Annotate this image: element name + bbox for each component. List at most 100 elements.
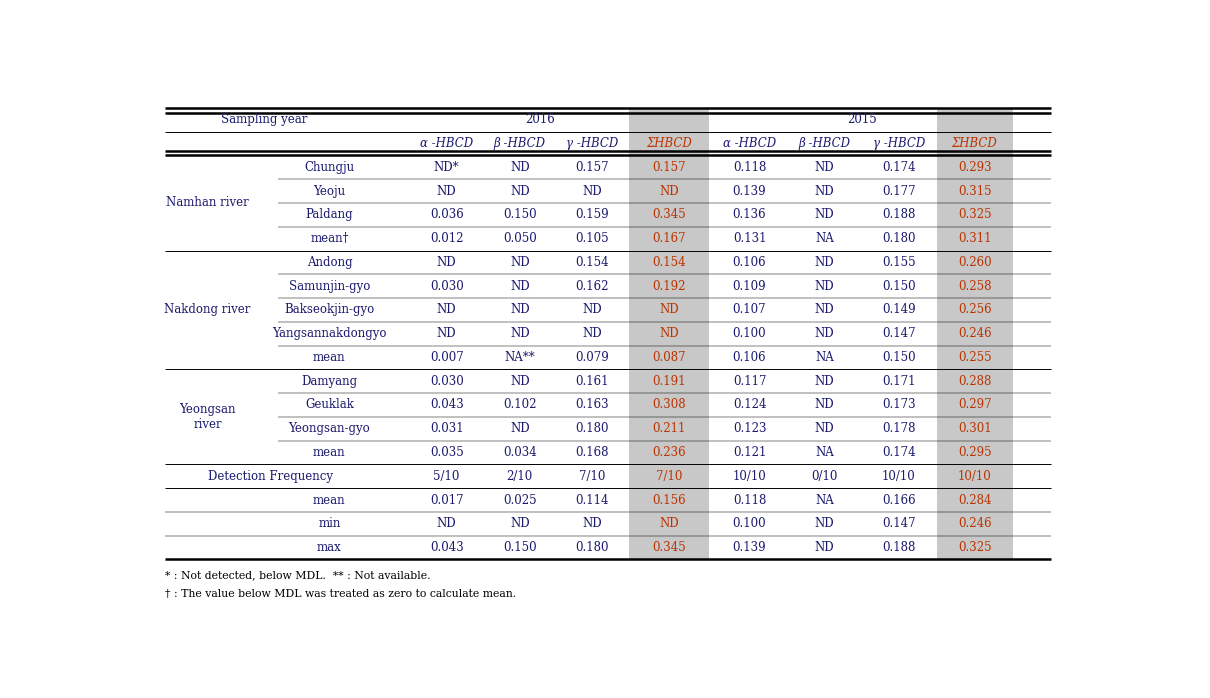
Text: ND: ND [659, 184, 679, 198]
Text: ND: ND [509, 304, 530, 316]
Text: 0.034: 0.034 [503, 446, 537, 459]
Text: max: max [317, 541, 341, 554]
Text: 2015: 2015 [847, 113, 877, 126]
Text: 0.121: 0.121 [733, 446, 766, 459]
Text: 0.177: 0.177 [882, 184, 916, 198]
Text: ND: ND [509, 280, 530, 292]
Text: β -HBCD: β -HBCD [799, 137, 851, 150]
Text: 0.035: 0.035 [430, 446, 463, 459]
Text: ND: ND [509, 327, 530, 340]
Text: Samunjin-gyo: Samunjin-gyo [289, 280, 370, 292]
Text: ND: ND [659, 517, 679, 530]
Text: 0.255: 0.255 [958, 351, 991, 364]
Text: 0.173: 0.173 [882, 399, 916, 411]
Text: Geuklak: Geuklak [305, 399, 353, 411]
Text: mean: mean [313, 493, 346, 507]
Text: 0.295: 0.295 [958, 446, 991, 459]
Text: 0.162: 0.162 [575, 280, 609, 292]
Text: ND: ND [659, 304, 679, 316]
Text: 0.345: 0.345 [652, 541, 686, 554]
Text: 0.246: 0.246 [958, 517, 991, 530]
Text: ND: ND [659, 327, 679, 340]
Text: 0.087: 0.087 [652, 351, 686, 364]
Text: 0.109: 0.109 [733, 280, 766, 292]
Text: 0.150: 0.150 [882, 280, 916, 292]
Text: 0.043: 0.043 [430, 541, 463, 554]
Text: 0.114: 0.114 [575, 493, 609, 507]
Text: 0.136: 0.136 [733, 209, 766, 221]
Text: NA: NA [816, 351, 834, 364]
Text: ND: ND [814, 541, 835, 554]
Text: 0.107: 0.107 [733, 304, 766, 316]
Text: ND: ND [509, 161, 530, 174]
Text: 0.131: 0.131 [733, 232, 766, 245]
Text: 0.288: 0.288 [958, 375, 991, 387]
Text: ND: ND [509, 375, 530, 387]
Text: 10/10: 10/10 [733, 470, 766, 483]
Text: 7/10: 7/10 [656, 470, 682, 483]
Text: 7/10: 7/10 [578, 470, 605, 483]
Text: 0.007: 0.007 [430, 351, 463, 364]
Text: ND: ND [814, 327, 835, 340]
Text: mean†: mean† [310, 232, 348, 245]
Text: 0.100: 0.100 [733, 327, 766, 340]
Text: ND: ND [509, 256, 530, 269]
Text: NA: NA [816, 493, 834, 507]
Text: 0.167: 0.167 [652, 232, 686, 245]
Text: 0.150: 0.150 [503, 209, 536, 221]
Text: 0.139: 0.139 [733, 541, 766, 554]
Text: Sampling year: Sampling year [220, 113, 307, 126]
Bar [628, 108, 709, 559]
Text: Yangsannakdongyo: Yangsannakdongyo [272, 327, 387, 340]
Text: 0.147: 0.147 [882, 517, 916, 530]
Text: ND: ND [437, 517, 456, 530]
Text: ND: ND [509, 517, 530, 530]
Text: 0.166: 0.166 [882, 493, 916, 507]
Text: 0.079: 0.079 [575, 351, 609, 364]
Text: 0.139: 0.139 [733, 184, 766, 198]
Text: 0.156: 0.156 [652, 493, 686, 507]
Text: 0.050: 0.050 [503, 232, 537, 245]
Text: min: min [318, 517, 340, 530]
Text: 0.036: 0.036 [430, 209, 463, 221]
Text: 0.171: 0.171 [882, 375, 916, 387]
Text: ND: ND [814, 184, 835, 198]
Text: ND: ND [814, 209, 835, 221]
Text: 0.211: 0.211 [652, 422, 686, 436]
Text: 0.301: 0.301 [958, 422, 991, 436]
Text: 0.236: 0.236 [652, 446, 686, 459]
Text: 0.246: 0.246 [958, 327, 991, 340]
Text: ND: ND [814, 280, 835, 292]
Text: 0.293: 0.293 [958, 161, 991, 174]
Text: 0.030: 0.030 [430, 280, 463, 292]
Text: 0.124: 0.124 [733, 399, 766, 411]
Text: 0.180: 0.180 [575, 541, 609, 554]
Text: ND: ND [582, 184, 601, 198]
Text: 0.106: 0.106 [733, 351, 766, 364]
Text: α -HBCD: α -HBCD [722, 137, 776, 150]
Text: ND: ND [814, 422, 835, 436]
Text: 0.192: 0.192 [652, 280, 686, 292]
Text: 0.258: 0.258 [958, 280, 991, 292]
Text: 0.123: 0.123 [733, 422, 766, 436]
Text: † : The value below MDL was treated as zero to calculate mean.: † : The value below MDL was treated as z… [166, 589, 517, 600]
Text: 0.180: 0.180 [575, 422, 609, 436]
Text: 0.163: 0.163 [575, 399, 609, 411]
Text: mean: mean [313, 351, 346, 364]
Text: ND: ND [437, 304, 456, 316]
Text: β -HBCD: β -HBCD [494, 137, 546, 150]
Text: 0.159: 0.159 [575, 209, 609, 221]
Text: 0.325: 0.325 [958, 541, 991, 554]
Text: 0.174: 0.174 [882, 161, 916, 174]
Text: 0.157: 0.157 [575, 161, 609, 174]
Text: ND: ND [509, 184, 530, 198]
Text: mean: mean [313, 446, 346, 459]
Text: * : Not detected, below MDL.  ** : Not available.: * : Not detected, below MDL. ** : Not av… [166, 570, 431, 581]
Text: 0.178: 0.178 [882, 422, 916, 436]
Text: 0.325: 0.325 [958, 209, 991, 221]
Text: 0.149: 0.149 [882, 304, 916, 316]
Text: 0.260: 0.260 [958, 256, 991, 269]
Text: 0.117: 0.117 [733, 375, 766, 387]
Text: 0.031: 0.031 [430, 422, 463, 436]
Text: Paldang: Paldang [306, 209, 353, 221]
